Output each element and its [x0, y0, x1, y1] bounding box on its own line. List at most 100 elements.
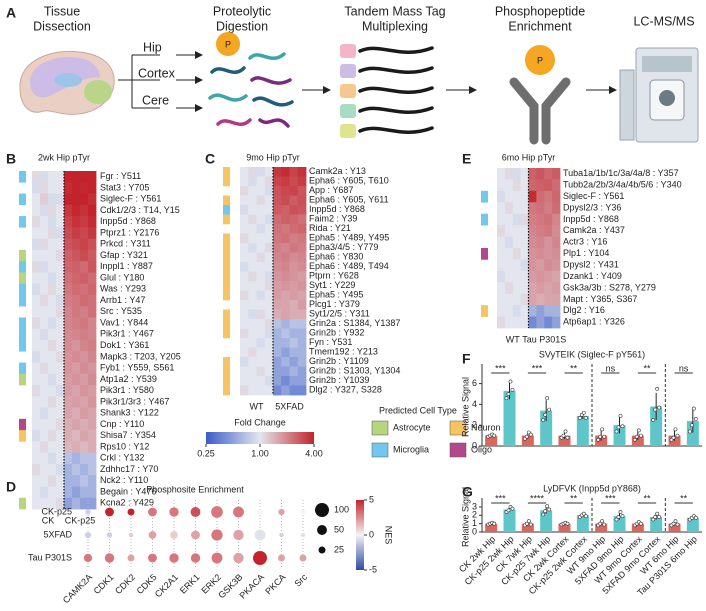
heatmap-cell — [273, 366, 282, 377]
heatmap-cell — [264, 347, 274, 358]
heatmap-cell — [528, 270, 537, 283]
heatmap-cell — [80, 475, 89, 487]
color-bar — [356, 500, 364, 570]
heatmap-cell — [256, 385, 266, 396]
row-label: Inppl1 : Y887 — [100, 261, 153, 271]
row-label: 5XFAD — [43, 529, 72, 539]
heatmap-cell — [544, 248, 553, 260]
heatmap-cell — [528, 213, 537, 226]
dot — [254, 529, 266, 541]
heatmap-cell — [32, 486, 41, 499]
heatmap-cell — [512, 248, 522, 260]
branch — [118, 54, 160, 109]
heatmap-cell — [64, 317, 73, 330]
heatmap-cell — [64, 249, 73, 262]
heatmap-cell — [56, 227, 65, 239]
heatmap-cell — [297, 376, 307, 386]
row-label: Dpysl2 : Y431 — [563, 260, 619, 270]
heatmap-cell — [32, 294, 41, 307]
heatmap-cell — [512, 305, 522, 317]
heatmap-cell — [248, 328, 257, 339]
row-label: Plp1 : Y104 — [563, 248, 609, 258]
heatmap-cell — [64, 306, 73, 318]
heatmap-cell — [504, 293, 514, 306]
heatmap-cell — [64, 193, 73, 206]
heatmap-cell — [289, 290, 299, 301]
heatmap-cell — [264, 366, 274, 377]
heatmap-cell — [281, 167, 290, 177]
heatmap-cell — [56, 294, 65, 307]
row-label: Vav1 : Y844 — [100, 317, 148, 327]
cell-type-marker — [19, 249, 26, 262]
data-point — [636, 428, 641, 433]
data-point — [618, 510, 623, 514]
heatmap-cell — [80, 407, 89, 420]
heatmap-cell — [240, 262, 249, 272]
heatmap-cell — [512, 236, 522, 249]
row-label: Dlg2 : Y16 — [563, 305, 605, 315]
heatmap-cell — [240, 195, 249, 206]
heatmap-cell — [289, 233, 299, 244]
heatmap-cell — [72, 486, 81, 499]
row-label: CK-p25 — [41, 506, 72, 516]
row-label: Pik3r1 : Y580 — [100, 385, 154, 395]
heatmap-cell — [56, 340, 65, 352]
heatmap-cell — [72, 306, 81, 318]
heatmap-cell — [512, 316, 522, 329]
legend-label: Neuron — [471, 422, 501, 432]
heatmap-cell — [552, 190, 561, 203]
dot — [300, 532, 306, 538]
heatmap-cell — [48, 486, 57, 499]
heatmap-cell — [240, 176, 249, 187]
heatmap-cell — [80, 486, 89, 499]
data-point — [638, 521, 643, 526]
heatmap-cell — [240, 300, 249, 310]
heatmap-cell — [32, 317, 41, 330]
heatmap-cell — [248, 176, 257, 187]
heatmap-cell — [48, 463, 57, 476]
heatmap-cell — [72, 373, 81, 386]
dot — [83, 553, 93, 563]
row-label: Fyb1 : Y559, S561 — [100, 363, 174, 373]
heatmap-cell — [40, 193, 49, 206]
heatmap-cell — [80, 430, 89, 442]
heatmap-cell — [520, 259, 529, 272]
heatmap-cell — [281, 252, 290, 263]
heatmap-cell — [80, 272, 89, 285]
cell-type-marker — [19, 317, 26, 330]
row-label: Cnp : Y110 — [100, 419, 144, 429]
heatmap-cell — [64, 227, 73, 239]
heatmap-cell — [32, 238, 41, 251]
cell-type-marker — [223, 319, 230, 329]
heatmap-cell — [273, 338, 282, 348]
data-point — [616, 515, 621, 519]
heatmap-cell — [512, 190, 522, 203]
heatmap-cell — [240, 243, 249, 253]
heatmap-cell — [256, 281, 266, 291]
heatmap-cell — [264, 224, 274, 234]
heatmap-cell — [528, 236, 537, 249]
heatmap-cell — [512, 179, 522, 192]
heatmap-cell — [72, 238, 81, 251]
dot — [278, 508, 285, 516]
heatmap-cell — [240, 186, 249, 196]
heatmap-cell — [256, 195, 266, 206]
dot — [169, 507, 179, 517]
data-point — [689, 423, 694, 428]
heatmap-cell — [248, 233, 257, 244]
significance-label: ** — [643, 363, 651, 373]
heatmap-cell — [56, 430, 65, 442]
dot — [233, 506, 244, 518]
heatmap-cell — [40, 238, 49, 251]
row-label: Grin2b : S1303, Y1304 — [309, 366, 400, 376]
heatmap-cell — [544, 270, 553, 283]
heatmap-cell — [552, 168, 561, 180]
column-label: PKCA — [263, 572, 287, 596]
cell-type-marker — [19, 272, 26, 284]
heatmap-cell — [72, 475, 81, 487]
heatmap-cell — [273, 195, 282, 206]
data-point — [508, 379, 513, 384]
heatmap-cell — [248, 290, 257, 301]
heatmap-cell — [248, 338, 257, 348]
